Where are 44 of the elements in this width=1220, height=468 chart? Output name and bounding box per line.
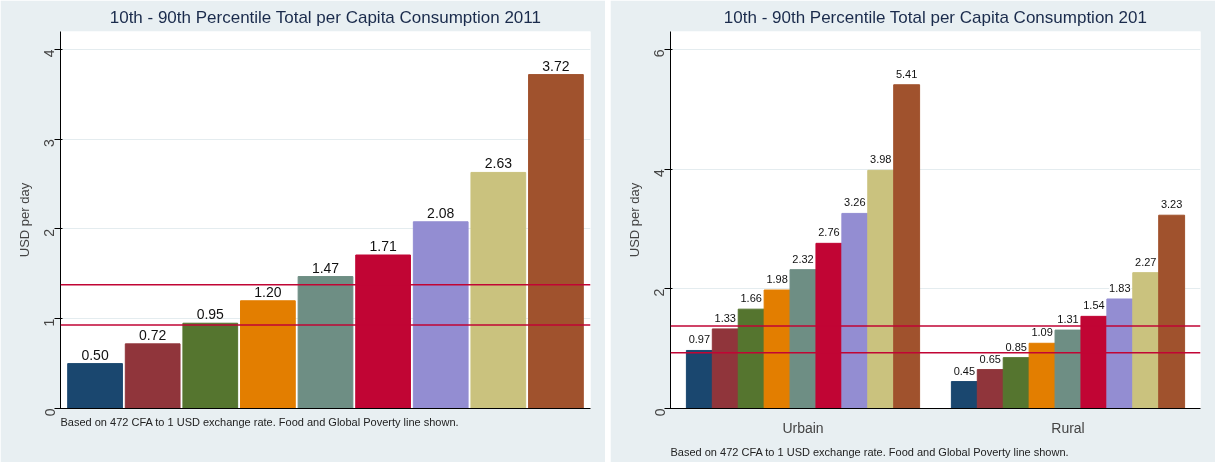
y-tick-label: 4	[651, 168, 668, 177]
y-tick-label: 4	[41, 49, 58, 58]
data-label: 0.95	[196, 306, 225, 323]
data-label: 3.26	[844, 196, 866, 209]
y-axis-title: USD per day	[16, 182, 32, 258]
data-label: 2.08	[427, 204, 455, 221]
y-tick-label: 1	[41, 318, 58, 327]
data-label: 2.32	[792, 252, 814, 265]
data-label: 5.41	[895, 67, 918, 80]
chart-title: 10th - 90th Percentile Total per Capita Consumption 2011	[109, 7, 541, 27]
data-label: 1.33	[714, 311, 736, 324]
chart-title: 10th - 90th Percentile Total per Capita Consumption 201	[723, 7, 1147, 27]
x-tick-label: Urbain	[782, 419, 824, 436]
data-label: 2.76	[818, 226, 840, 239]
data-label: 2.63	[484, 155, 513, 172]
data-label: 0.97	[688, 333, 711, 346]
data-label: 1.54	[1083, 299, 1105, 312]
x-tick-label: Rural	[1051, 419, 1085, 436]
data-label: 0.85	[1005, 340, 1027, 353]
data-label: 0.45	[953, 364, 976, 377]
data-label: 3.72	[542, 57, 570, 74]
y-tick-label: 0	[41, 408, 58, 417]
data-label: 2.27	[1135, 255, 1157, 268]
data-label: 1.71	[369, 238, 397, 255]
data-label: 1.66	[740, 292, 762, 305]
y-tick-label: 2	[41, 228, 58, 237]
text: Based on 472 CFA to 1 USD exchange rate. Food and Global Poverty line shown.	[670, 445, 1069, 458]
data-label: 3.98	[870, 153, 892, 166]
y-axis-title: USD per day	[626, 182, 642, 258]
data-label: 1.98	[766, 273, 788, 286]
y-tick-label: 6	[651, 49, 668, 58]
y-tick-label: 0	[651, 408, 668, 417]
data-label: 1.31	[1057, 313, 1079, 326]
data-label: 0.72	[139, 326, 167, 343]
y-tick-label: 3	[41, 139, 58, 147]
text: Based on 472 CFA to 1 USD exchange rate. Food and Global Poverty line shown.	[60, 415, 459, 428]
data-label: 3.23	[1160, 198, 1183, 211]
data-label: 0.65	[979, 352, 1001, 365]
data-label: 1.47	[311, 259, 340, 276]
y-tick-label: 2	[651, 288, 668, 297]
data-label: 0.50	[81, 346, 109, 363]
data-label: 1.20	[254, 283, 282, 300]
data-label: 1.09	[1031, 326, 1053, 339]
data-label: 1.83	[1109, 281, 1131, 294]
